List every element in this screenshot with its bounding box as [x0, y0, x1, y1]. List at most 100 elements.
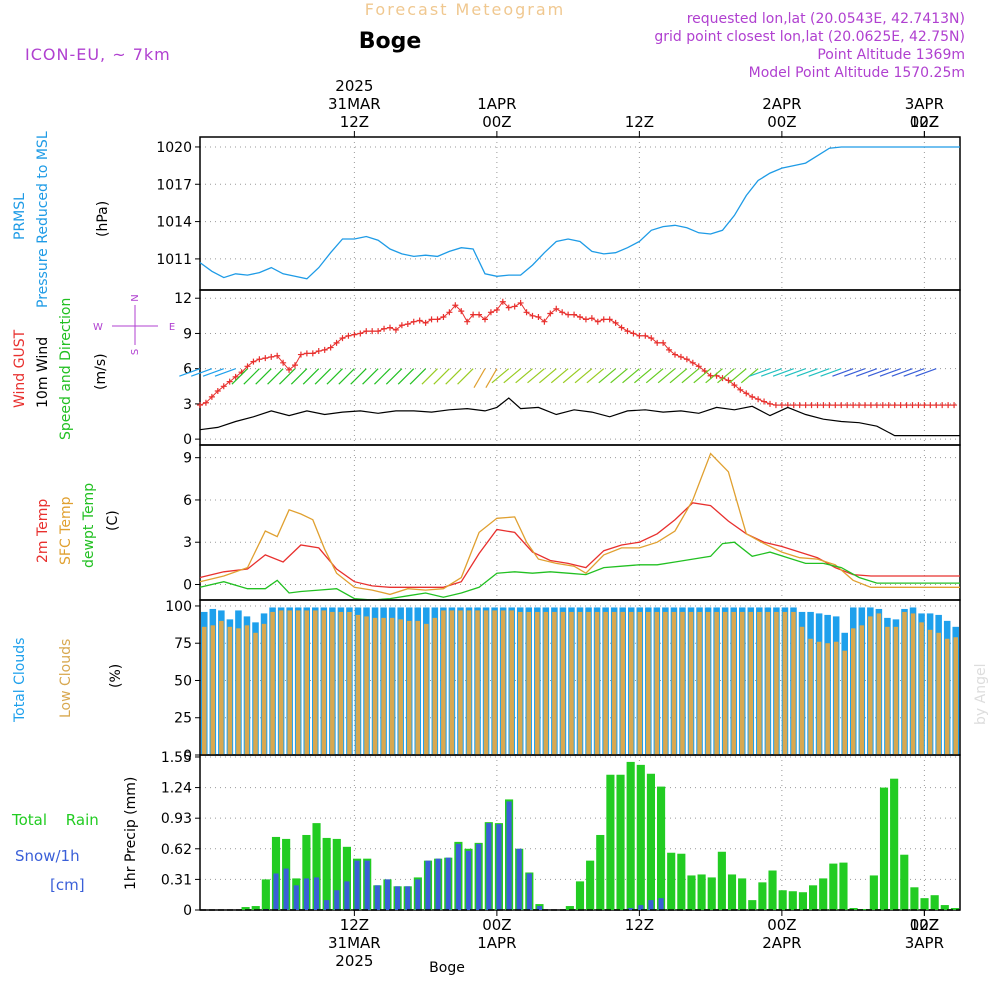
footer-location: Boge — [429, 960, 465, 976]
gust-marker — [577, 314, 583, 321]
gust-marker — [452, 302, 459, 309]
gust-marker — [909, 402, 916, 409]
header-title: Forecast Meteogram — [365, 0, 565, 19]
label-prmsl: PRMSL — [12, 193, 28, 240]
gust-marker — [600, 316, 607, 323]
label-sfc-temp: SFC Temp — [58, 496, 74, 565]
cloud-bar-low — [868, 616, 873, 755]
rain-bar — [677, 853, 686, 910]
wind-arrow — [421, 368, 438, 385]
compass-w: W — [93, 322, 103, 333]
cloud-bar-low — [219, 620, 224, 755]
gust-marker — [553, 305, 560, 312]
snow-bar — [334, 890, 340, 910]
rain-bar — [788, 891, 797, 910]
y-tick-label: 9 — [183, 451, 192, 467]
gust-marker — [689, 359, 696, 366]
gust-marker — [398, 322, 405, 329]
gust-marker — [286, 366, 293, 373]
wind-arrow — [302, 368, 320, 385]
gust-marker — [796, 402, 803, 409]
rain-bar — [849, 908, 858, 910]
wind-arrow — [550, 368, 569, 384]
cloud-bar-low — [509, 610, 514, 755]
cloud-bar-low — [628, 611, 634, 755]
cloud-bar-low — [646, 611, 651, 755]
cloud-bar-low — [944, 638, 950, 755]
header-point-altitude: Point Altitude 1369m — [817, 47, 965, 63]
gust-marker — [529, 312, 536, 319]
wind-arrow — [717, 368, 735, 384]
gust-marker — [333, 339, 340, 346]
cloud-bar-low — [389, 617, 395, 755]
cloud-bar-low — [611, 611, 617, 755]
gust-marker — [565, 311, 572, 318]
wind-arrow — [669, 368, 688, 384]
rain-bar — [879, 787, 889, 910]
gust-marker — [446, 309, 453, 316]
rain-bar — [869, 875, 878, 910]
label-cm: [cm] — [50, 876, 85, 894]
wind-arrow — [515, 368, 533, 384]
cloud-bar-low — [885, 626, 890, 755]
wind-arrow — [562, 368, 581, 384]
snow-bar — [395, 886, 401, 910]
cloud-bar-low — [364, 616, 369, 755]
gust-marker — [422, 319, 429, 326]
rain-bar — [312, 823, 321, 910]
gust-marker — [808, 402, 815, 409]
label-wind-unit: (m/s) — [93, 353, 109, 390]
time-label-top: 12Z — [340, 113, 369, 131]
time-label-bottom: 00Z — [482, 916, 511, 934]
gust-marker — [594, 318, 601, 325]
snow-bar — [628, 908, 634, 910]
rain-bar — [657, 786, 666, 910]
snow-bar — [516, 848, 522, 910]
gust-marker — [832, 402, 839, 409]
gust-marker — [654, 339, 661, 346]
cloud-bar-low — [799, 626, 805, 755]
gust-marker — [915, 402, 922, 409]
snow-bar — [486, 823, 492, 910]
time-label-top: 3APR — [905, 95, 944, 113]
compass-n: N — [130, 294, 141, 301]
gust-marker — [660, 339, 667, 346]
gust-marker — [820, 402, 827, 409]
gust-marker — [838, 402, 845, 409]
snow-bar — [344, 881, 350, 910]
y-tick-label: 12 — [174, 291, 192, 307]
gust-marker — [761, 398, 768, 405]
cloud-bar-low — [893, 626, 899, 755]
rain-bar — [342, 846, 351, 910]
wind-arrow — [539, 368, 557, 384]
wind-arrow — [338, 368, 355, 385]
wind-line — [199, 397, 960, 437]
y-tick-label: 3 — [183, 535, 192, 551]
rain-bar — [778, 890, 787, 910]
y-tick-label: 9 — [183, 326, 192, 342]
gust-marker — [523, 309, 530, 316]
header-gridpoint: grid point closest lon,lat (20.0625E, 42… — [654, 29, 965, 45]
gust-marker — [571, 311, 578, 318]
gust-marker — [921, 402, 928, 409]
wind-arrow — [634, 368, 652, 384]
gust-marker — [630, 330, 637, 337]
time-label-top: 00Z — [910, 113, 939, 131]
gust-marker — [559, 309, 566, 316]
gust-marker — [945, 402, 952, 409]
wind-arrow — [503, 368, 522, 384]
rain-bar — [809, 885, 818, 910]
snow-bar — [435, 858, 441, 910]
y-tick-label: 100 — [165, 599, 192, 615]
gust-marker — [250, 358, 257, 365]
gust-marker — [262, 355, 269, 362]
gust-marker — [873, 402, 880, 409]
wind-arrow — [231, 368, 248, 385]
wind-arrow — [279, 368, 296, 385]
rain-bar — [707, 877, 716, 910]
cloud-bar-low — [859, 625, 865, 755]
wind-arrow — [784, 368, 806, 377]
rain-bar — [920, 898, 929, 910]
